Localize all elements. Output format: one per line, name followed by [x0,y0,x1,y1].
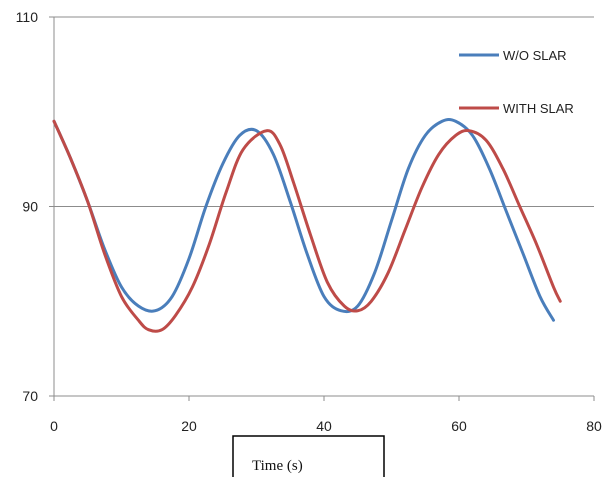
x-axis-label-frame [232,435,385,477]
gridlines [54,16,594,397]
legend: W/O SLAR WITH SLAR [459,48,574,116]
y-tick-label-110: 110 [16,9,39,25]
x-axis-label-box: Time (s) [232,435,385,477]
y-tick-label-70: 70 [22,388,38,404]
legend-label-with-slar: WITH SLAR [503,101,574,116]
x-axis-label: Time (s) [252,458,303,474]
tick-labels: 70 90 110 0 20 40 60 80 [16,9,602,434]
x-tick-label-80: 80 [586,418,602,434]
y-tick-label-90: 90 [22,199,38,215]
axes [49,16,595,401]
x-tick-label-20: 20 [181,418,197,434]
x-tick-label-40: 40 [316,418,332,434]
x-tick-label-0: 0 [50,418,58,434]
series-line-with-slar [52,119,562,333]
x-tick-label-60: 60 [451,418,467,434]
series-line-wo-slar [52,117,555,322]
series-lines [52,117,562,333]
legend-label-wo-slar: W/O SLAR [503,48,567,63]
